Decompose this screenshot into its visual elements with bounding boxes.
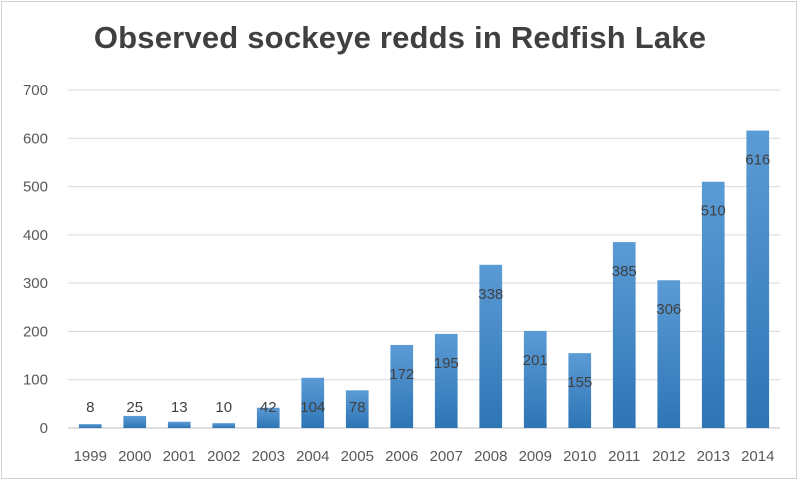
bar xyxy=(167,421,191,428)
x-tick-label: 2004 xyxy=(296,448,329,465)
data-label: 338 xyxy=(478,286,503,303)
bar xyxy=(123,415,147,428)
data-labels: 8 25 13 10 42 104 78 172 195 338 201 155 385 306 510 61… xyxy=(86,152,770,416)
x-tick-label: 2002 xyxy=(207,448,240,465)
bar xyxy=(301,377,325,428)
data-label: 510 xyxy=(701,203,726,220)
data-label: 195 xyxy=(434,355,459,372)
bar xyxy=(746,130,770,428)
bar xyxy=(612,242,636,428)
x-tick-label: 2009 xyxy=(519,448,552,465)
y-tick-label: 200 xyxy=(23,323,48,340)
x-tick-label: 2012 xyxy=(652,448,685,465)
bars xyxy=(78,130,770,428)
bar xyxy=(434,333,458,428)
data-label: 172 xyxy=(389,366,414,383)
bar xyxy=(78,424,102,428)
x-tick-label: 2001 xyxy=(163,448,196,465)
bar xyxy=(345,390,369,428)
data-label: 306 xyxy=(656,301,681,318)
bar xyxy=(479,264,503,428)
bar xyxy=(523,330,547,428)
data-label: 616 xyxy=(745,152,770,169)
y-tick-label: 400 xyxy=(23,227,48,244)
y-tick-label: 300 xyxy=(23,275,48,292)
data-label: 10 xyxy=(215,399,232,416)
x-tick-label: 2005 xyxy=(341,448,374,465)
data-label: 385 xyxy=(612,263,637,280)
x-tick-label: 2010 xyxy=(563,448,596,465)
data-label: 201 xyxy=(523,352,548,369)
x-tick-label: 2007 xyxy=(430,448,463,465)
data-label: 104 xyxy=(300,399,325,416)
data-label: 42 xyxy=(260,399,277,416)
data-label: 78 xyxy=(349,399,366,416)
data-label: 25 xyxy=(126,399,143,416)
bar xyxy=(568,353,592,428)
x-tick-label: 2000 xyxy=(118,448,151,465)
bar xyxy=(256,407,280,428)
x-tick-label: 2013 xyxy=(697,448,730,465)
data-label: 13 xyxy=(171,399,188,416)
data-label: 8 xyxy=(86,399,94,416)
x-tick-label: 2008 xyxy=(474,448,507,465)
y-tick-label: 700 xyxy=(23,82,48,99)
bar xyxy=(212,423,236,428)
y-tick-label: 500 xyxy=(23,179,48,196)
bar xyxy=(701,181,725,428)
y-tick-label: 100 xyxy=(23,372,48,389)
bar xyxy=(390,344,414,428)
y-tick-label: 600 xyxy=(23,130,48,147)
x-tick-label: 2011 xyxy=(608,448,640,465)
data-label: 155 xyxy=(567,374,592,391)
bar xyxy=(657,280,681,428)
y-axis-ticks: 0 100 200 300 400 500 600 700 xyxy=(23,82,48,437)
chart-title: Observed sockeye redds in Redfish Lake xyxy=(93,20,707,55)
x-tick-label: 2014 xyxy=(741,448,774,465)
x-tick-label: 1999 xyxy=(74,448,107,465)
x-tick-label: 2003 xyxy=(252,448,285,465)
x-axis-ticks: 1999 2000 2001 2002 2003 2004 2005 2006 2007 2008… xyxy=(74,448,775,465)
y-tick-label: 0 xyxy=(40,420,48,437)
x-tick-label: 2006 xyxy=(385,448,418,465)
